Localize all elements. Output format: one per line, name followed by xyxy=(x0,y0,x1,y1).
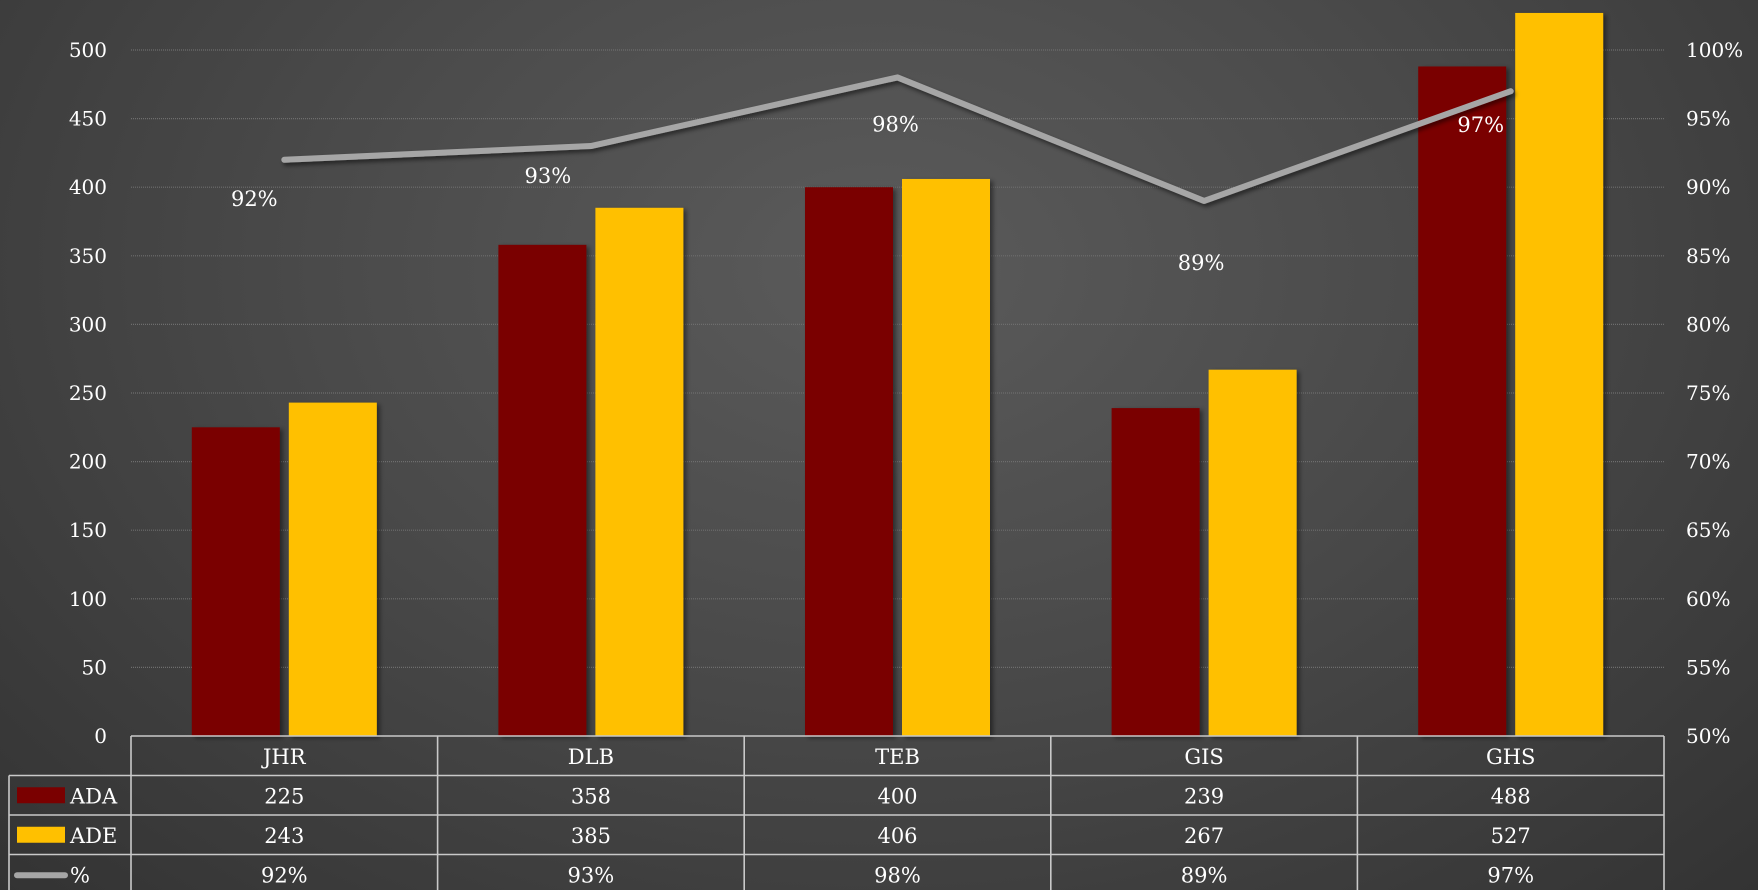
percent-data-label: 93% xyxy=(525,164,572,188)
table-cell: 93% xyxy=(568,863,615,887)
y-right-tick-label: 75% xyxy=(1686,381,1730,405)
legend-key-ade xyxy=(17,826,65,843)
table-cell: 97% xyxy=(1487,863,1534,887)
bars xyxy=(191,12,1604,737)
y-right-tick-label: 95% xyxy=(1686,107,1730,131)
x-tick-label: JHR xyxy=(261,745,307,769)
bar-ada-teb xyxy=(805,187,893,736)
y-right-tick-label: 50% xyxy=(1686,724,1730,748)
y-right-tick-label: 70% xyxy=(1686,450,1730,474)
legend-label: % xyxy=(70,863,90,887)
x-tick-label: TEB xyxy=(875,745,920,769)
table-cell: 527 xyxy=(1491,824,1531,848)
table-cell: 488 xyxy=(1491,784,1531,808)
percent-data-label: 92% xyxy=(231,187,278,211)
y-right-tick-label: 60% xyxy=(1686,587,1730,611)
gridlines xyxy=(131,49,1664,669)
x-tick-label: DLB xyxy=(568,745,614,769)
bar-ade-dlb xyxy=(595,207,684,736)
y-left-tick-label: 50 xyxy=(82,655,107,679)
legend-label: ADA xyxy=(69,784,118,808)
table-cell: 92% xyxy=(261,863,308,887)
y-left-tick-label: 200 xyxy=(69,450,107,474)
y-left-tick-label: 350 xyxy=(69,244,107,268)
y-right-tick-label: 65% xyxy=(1686,518,1730,542)
data-labels: 92% 93% 98% 89% 97% xyxy=(231,112,1504,274)
bar-ade-jhr xyxy=(288,402,377,736)
table-cell: 89% xyxy=(1181,863,1228,887)
y-right-tick-label: 55% xyxy=(1686,655,1730,679)
percent-line xyxy=(281,74,1514,204)
legend-key-ada xyxy=(17,787,65,804)
y-left-tick-label: 0 xyxy=(94,724,107,748)
bar-ada-ghs xyxy=(1418,66,1507,737)
table-cell: 358 xyxy=(571,784,611,808)
table-cell: 385 xyxy=(571,824,611,848)
y-right-tick-label: 90% xyxy=(1686,175,1730,199)
bar-ada-dlb xyxy=(498,244,587,736)
y-left-tick-label: 500 xyxy=(69,38,107,62)
y-left-tick-label: 250 xyxy=(69,381,107,405)
percent-data-label: 98% xyxy=(872,112,919,136)
y-axis-right: 50% 55% 60% 65% 70% 75% 80% 85% 90% 95% 100% xyxy=(1686,38,1743,748)
x-tick-label: GIS xyxy=(1184,745,1223,769)
bar-ade-teb xyxy=(902,178,990,736)
table-cell: 243 xyxy=(264,824,304,848)
table-cell: 225 xyxy=(264,784,304,808)
table-cell: 406 xyxy=(877,824,917,848)
table-cell: 239 xyxy=(1184,784,1224,808)
y-left-tick-label: 100 xyxy=(69,587,107,611)
y-right-tick-label: 100% xyxy=(1686,38,1743,62)
y-left-tick-label: 450 xyxy=(69,107,107,131)
y-right-tick-label: 85% xyxy=(1686,244,1730,268)
y-left-tick-label: 400 xyxy=(69,175,107,199)
y-left-tick-label: 150 xyxy=(69,518,107,542)
y-left-tick-label: 300 xyxy=(69,312,107,336)
y-right-tick-label: 80% xyxy=(1686,312,1730,336)
data-table: JHR DLB TEB GIS GHS ADA 225 358 400 239 488 ADE 243 3… xyxy=(8,735,1665,890)
bar-ada-jhr xyxy=(191,427,280,736)
percent-series-line xyxy=(281,74,1514,204)
y-axis-left: 0 50 100 150 200 250 300 350 400 450 500 xyxy=(69,38,107,748)
bar-ada-gis xyxy=(1111,408,1200,736)
table-cell: 267 xyxy=(1184,824,1224,848)
table-cell: 98% xyxy=(874,863,921,887)
legend-label: ADE xyxy=(69,824,117,848)
bar-ade-gis xyxy=(1208,369,1297,736)
table-cell: 400 xyxy=(877,784,917,808)
percent-data-label: 97% xyxy=(1457,113,1504,137)
bar-ade-ghs xyxy=(1515,12,1604,737)
percent-data-label: 89% xyxy=(1178,251,1225,275)
x-tick-label: GHS xyxy=(1486,745,1535,769)
